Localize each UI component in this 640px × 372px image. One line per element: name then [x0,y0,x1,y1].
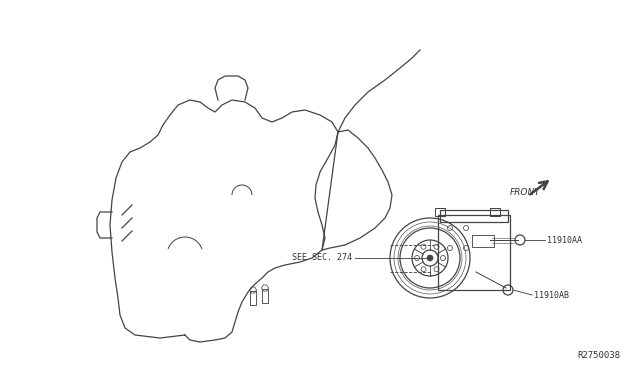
Bar [262,289,268,303]
Text: 11910AB: 11910AB [534,291,569,299]
Text: 11910AA: 11910AA [547,235,582,244]
Text: FRONT: FRONT [510,187,541,196]
Bar [490,208,500,216]
Bar [438,215,510,290]
Bar [440,210,508,222]
Text: R2750038: R2750038 [577,351,620,360]
Bar [250,291,256,305]
Bar [472,235,494,247]
Circle shape [427,255,433,261]
Bar [435,208,445,216]
Text: SEE SEC. 274: SEE SEC. 274 [292,253,352,263]
